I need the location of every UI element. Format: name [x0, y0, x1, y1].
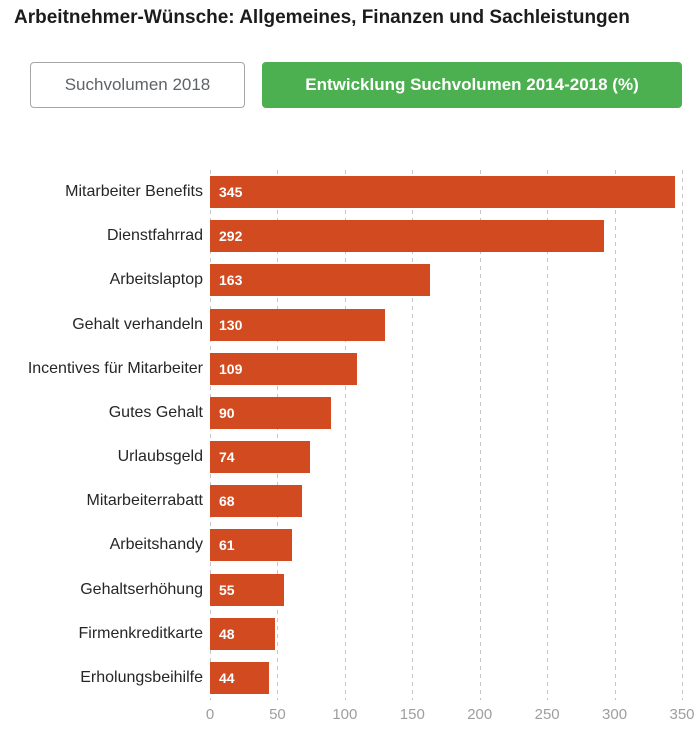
x-axis: 0 50 100 150 200 250 300 350	[206, 704, 695, 726]
x-tick-label: 300	[602, 706, 628, 723]
category-label: Firmenkreditkarte	[78, 624, 203, 642]
category-label: Erholungsbeihilfe	[80, 668, 203, 686]
category-label: Mitarbeiterrabatt	[86, 492, 204, 510]
bar: 109	[210, 352, 357, 385]
bar-chart-plot-area: 345 292 163 130 109 90 74 68 61 55 48 44	[210, 170, 683, 700]
bar: 345	[210, 176, 676, 209]
x-tick-label: 0	[205, 706, 215, 723]
bar: 163	[210, 264, 430, 297]
gridline	[479, 170, 481, 700]
bar-value-label: 345	[219, 184, 243, 201]
bar-value-label: 48	[219, 625, 235, 642]
category-label: Urlaubsgeld	[117, 448, 203, 466]
bar-value-label: 68	[219, 493, 235, 510]
x-tick-label: 200	[467, 706, 493, 723]
bar-value-label: 109	[219, 360, 243, 377]
bar: 90	[210, 396, 332, 429]
bar: 130	[210, 308, 386, 341]
bar: 44	[210, 661, 270, 694]
bar: 68	[210, 485, 302, 518]
search-volume-2018-button[interactable]: Suchvolumen 2018	[30, 62, 245, 108]
bar-value-label: 55	[219, 581, 235, 598]
bar-value-label: 292	[219, 228, 243, 245]
category-label: Gehaltserhöhung	[80, 580, 203, 598]
bar: 292	[210, 220, 604, 253]
page-title: Arbeitnehmer-Wünsche: Allgemeines, Finan…	[14, 7, 630, 28]
category-label: Arbeitslaptop	[109, 271, 203, 289]
x-tick-label: 350	[669, 706, 695, 723]
bar-value-label: 90	[219, 404, 235, 421]
category-label: Gehalt verhandeln	[72, 315, 203, 333]
x-tick-label: 250	[534, 706, 560, 723]
x-tick-label: 50	[269, 706, 286, 723]
gridline	[412, 170, 414, 700]
growth-2014-2018-button[interactable]: Entwicklung Suchvolumen 2014-2018 (%)	[262, 62, 682, 108]
category-label: Mitarbeiter Benefits	[65, 183, 203, 201]
gridline	[547, 170, 549, 700]
bar: 55	[210, 573, 285, 606]
category-label: Incentives für Mitarbeiter	[27, 359, 203, 377]
gridline	[210, 170, 211, 700]
x-tick-label: 100	[332, 706, 358, 723]
bar-value-label: 74	[219, 449, 235, 466]
bar: 74	[210, 441, 310, 474]
bar-value-label: 130	[219, 316, 243, 333]
bar-value-label: 61	[219, 537, 235, 554]
bar: 61	[210, 529, 293, 562]
bar: 48	[210, 617, 275, 650]
category-labels: Mitarbeiter Benefits Dienstfahrrad Arbeits…	[0, 170, 203, 700]
bar-value-label: 44	[219, 669, 235, 686]
category-label: Dienstfahrrad	[106, 227, 203, 245]
gridline	[277, 170, 279, 700]
category-label: Gutes Gehalt	[108, 403, 203, 421]
gridline	[614, 170, 616, 700]
x-tick-label: 150	[399, 706, 425, 723]
gridline	[344, 170, 346, 700]
gridline	[682, 170, 683, 700]
bar-value-label: 163	[219, 272, 243, 289]
category-label: Arbeitshandy	[109, 536, 203, 554]
